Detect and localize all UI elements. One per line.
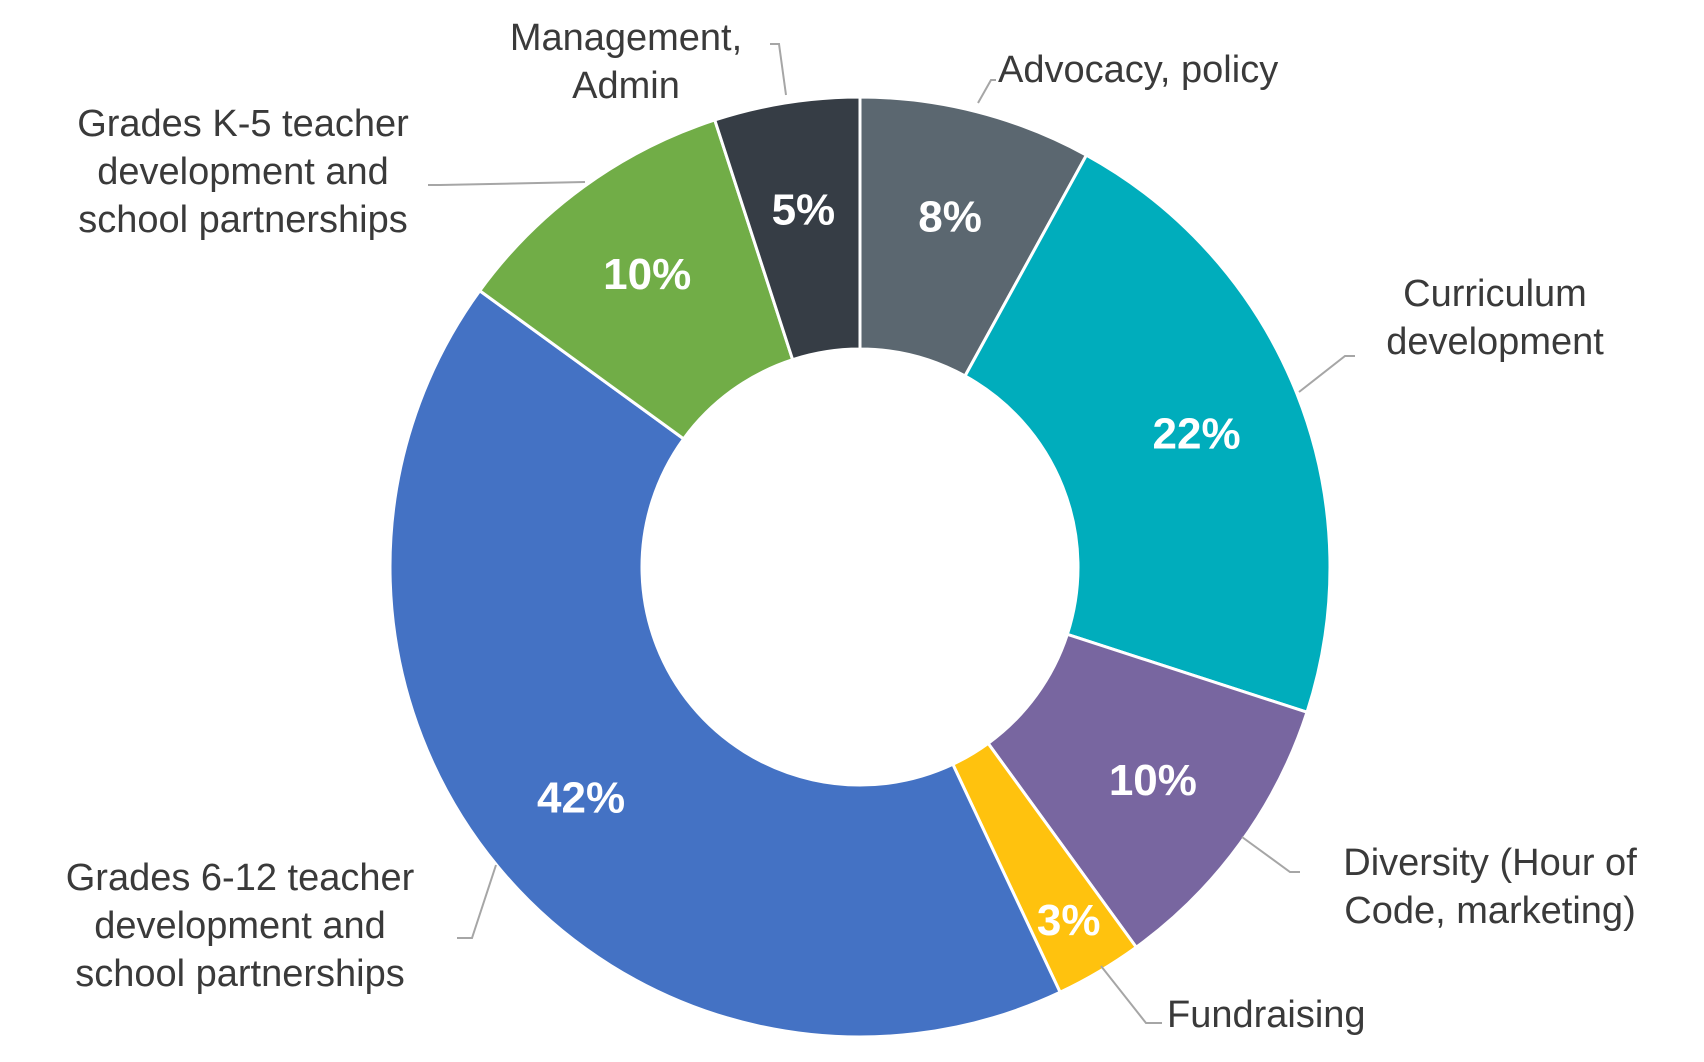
leader-line-advocacy-policy	[977, 79, 996, 104]
slice-grades-6-12-teacher-development-and-school-partnerships	[388, 288, 1063, 1039]
category-label-fundraising: Fundraising	[1167, 994, 1366, 1036]
category-label-management-admin: Management, Admin	[510, 17, 742, 107]
category-label-grades-k-5-teacher-development-and-school-partnerships: Grades K-5 teacher development and school …	[77, 103, 409, 241]
slice-advocacy-policy	[858, 95, 1089, 379]
value-label-advocacy-policy: 8%	[918, 192, 982, 241]
category-label-curriculum-development: Curriculum development	[1386, 273, 1604, 363]
leader-line-fundraising	[1100, 965, 1162, 1024]
value-labels-layer: 8% 22% 10% 3% 42% 10% 5%	[537, 185, 1241, 944]
category-label-diversity-hour-of-code-marketing: Diversity (Hour of Code, marketing)	[1343, 842, 1637, 932]
leader-line-grades-k-5-teacher-development-and-school-partnerships	[428, 181, 586, 186]
value-label-diversity-hour-of-code-marketing: 10%	[1109, 756, 1197, 805]
leader-line-grades-6-12-teacher-development-and-school-partnerships	[457, 864, 497, 939]
value-label-fundraising: 3%	[1037, 896, 1101, 945]
slice-curriculum-development	[962, 153, 1332, 715]
leader-lines-layer	[428, 43, 1355, 1024]
value-label-grades-6-12-teacher-development-and-school-partnerships: 42%	[537, 774, 625, 823]
slice-grades-k-5-teacher-development-and-school-partnerships	[477, 118, 795, 441]
leader-line-diversity-hour-of-code-marketing	[1241, 836, 1300, 873]
slice-diversity-hour-of-code-marketing	[986, 632, 1309, 950]
value-label-grades-k-5-teacher-development-and-school-partnerships: 10%	[603, 250, 691, 299]
category-labels-layer: Advocacy, policy Curriculum development Div…	[66, 17, 1637, 1036]
slices-layer	[388, 95, 1332, 1039]
category-label-advocacy-policy: Advocacy, policy	[998, 49, 1278, 91]
slice-management-admin	[712, 95, 862, 362]
leader-line-curriculum-development	[1298, 355, 1355, 393]
value-label-curriculum-development: 22%	[1153, 410, 1241, 459]
leader-line-management-admin	[770, 43, 787, 96]
category-label-grades-6-12-teacher-development-and-school-partnerships: Grades 6-12 teacher development and school…	[66, 857, 415, 995]
value-label-management-admin: 5%	[772, 185, 836, 234]
